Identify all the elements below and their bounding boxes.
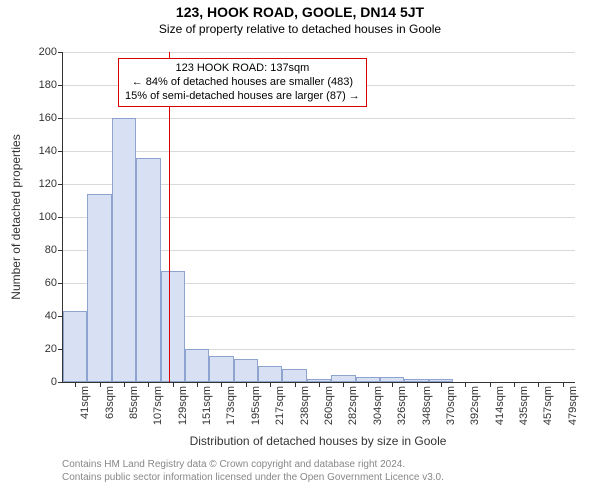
xtick-label: 85sqm: [128, 386, 140, 419]
ytick-label: 160: [39, 112, 63, 124]
xtick-label: 479sqm: [567, 386, 579, 425]
xtick-label: 457sqm: [542, 386, 554, 425]
gridline: [63, 52, 575, 53]
histogram-bar: [185, 349, 209, 382]
xtick-mark: [563, 382, 564, 387]
histogram-plot: 02040608010012014016018020041sqm63sqm85s…: [62, 52, 575, 383]
histogram-bar: [112, 118, 136, 382]
ytick-label: 20: [45, 343, 63, 355]
xtick-mark: [514, 382, 515, 387]
y-axis-label: Number of detached properties: [9, 134, 23, 299]
annotation-line: 123 HOOK ROAD: 137sqm: [125, 62, 360, 76]
histogram-bar: [63, 311, 87, 382]
xtick-mark: [538, 382, 539, 387]
histogram-bar: [209, 356, 233, 382]
xtick-label: 282sqm: [347, 386, 359, 425]
ytick-label: 0: [51, 376, 63, 388]
xtick-mark: [368, 382, 369, 387]
annotation-line: ← 84% of detached houses are smaller (48…: [125, 76, 360, 90]
xtick-mark: [392, 382, 393, 387]
xtick-label: 238sqm: [299, 386, 311, 425]
annotation-line: 15% of semi-detached houses are larger (…: [125, 90, 360, 104]
histogram-bar: [136, 158, 160, 382]
xtick-label: 173sqm: [225, 386, 237, 425]
xtick-mark: [417, 382, 418, 387]
ytick-label: 120: [39, 178, 63, 190]
xtick-label: 348sqm: [421, 386, 433, 425]
histogram-bar: [161, 271, 185, 382]
xtick-mark: [319, 382, 320, 387]
ytick-label: 180: [39, 79, 63, 91]
xtick-label: 260sqm: [323, 386, 335, 425]
xtick-label: 63sqm: [104, 386, 116, 419]
xtick-mark: [221, 382, 222, 387]
histogram-bar: [87, 194, 111, 382]
xtick-mark: [100, 382, 101, 387]
xtick-label: 304sqm: [372, 386, 384, 425]
xtick-mark: [490, 382, 491, 387]
xtick-label: 414sqm: [494, 386, 506, 425]
xtick-mark: [343, 382, 344, 387]
xtick-mark: [295, 382, 296, 387]
xtick-label: 195sqm: [250, 386, 262, 425]
footer-line-1: Contains HM Land Registry data © Crown c…: [62, 458, 444, 471]
xtick-mark: [246, 382, 247, 387]
xtick-label: 370sqm: [445, 386, 457, 425]
xtick-label: 326sqm: [396, 386, 408, 425]
xtick-label: 392sqm: [469, 386, 481, 425]
gridline: [63, 151, 575, 152]
histogram-bar: [331, 375, 355, 382]
gridline: [63, 118, 575, 119]
xtick-mark: [148, 382, 149, 387]
xtick-mark: [465, 382, 466, 387]
ytick-label: 100: [39, 211, 63, 223]
histogram-bar: [234, 359, 258, 382]
histogram-bar: [258, 366, 282, 383]
xtick-label: 41sqm: [79, 386, 91, 419]
xtick-mark: [197, 382, 198, 387]
footer-attribution: Contains HM Land Registry data © Crown c…: [62, 458, 444, 484]
xtick-label: 107sqm: [152, 386, 164, 425]
ytick-label: 200: [39, 46, 63, 58]
ytick-label: 80: [45, 244, 63, 256]
xtick-label: 151sqm: [201, 386, 213, 425]
x-axis-label: Distribution of detached houses by size …: [190, 434, 447, 448]
xtick-mark: [173, 382, 174, 387]
xtick-label: 435sqm: [518, 386, 530, 425]
annotation-box: 123 HOOK ROAD: 137sqm← 84% of detached h…: [118, 58, 367, 107]
xtick-mark: [441, 382, 442, 387]
xtick-mark: [270, 382, 271, 387]
footer-line-2: Contains public sector information licen…: [62, 471, 444, 484]
ytick-label: 60: [45, 277, 63, 289]
xtick-mark: [75, 382, 76, 387]
page-title: 123, HOOK ROAD, GOOLE, DN14 5JT: [0, 0, 600, 20]
histogram-bar: [282, 369, 306, 382]
xtick-label: 129sqm: [177, 386, 189, 425]
ytick-label: 140: [39, 145, 63, 157]
xtick-label: 217sqm: [274, 386, 286, 425]
xtick-mark: [124, 382, 125, 387]
ytick-label: 40: [45, 310, 63, 322]
page-subtitle: Size of property relative to detached ho…: [0, 20, 600, 36]
